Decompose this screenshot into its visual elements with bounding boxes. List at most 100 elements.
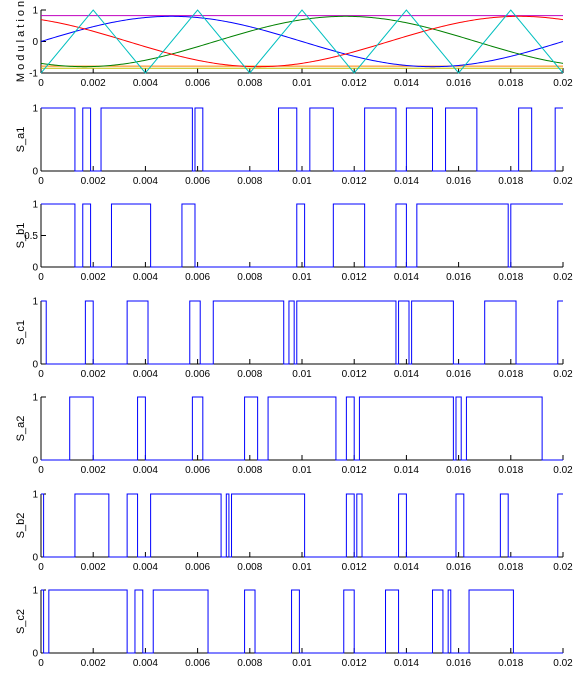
x-tick-label: 0.016	[446, 272, 471, 283]
subplot-5: 0 0.002 0.004 0.006 0.008 0.01 0.012 0.014 0.016…	[15, 393, 573, 477]
y-tick-label: 0	[32, 167, 38, 178]
x-tick-label: 0.006	[185, 562, 210, 573]
x-tick-label: 0	[38, 465, 44, 476]
y-axis-label: M o d u l a t i o n	[15, 1, 27, 82]
x-tick-label: 0.02	[553, 176, 573, 187]
y-tick-label: 0	[32, 553, 38, 564]
x-tick-label: 0.016	[446, 369, 471, 380]
subplot-3: 0 0.002 0.004 0.006 0.008 0.01 0.012 0.014 0.016…	[15, 200, 573, 284]
x-tick-label: 0	[38, 369, 44, 380]
subplot-2: 0 0.002 0.004 0.006 0.008 0.01 0.012 0.014 0.016…	[15, 104, 573, 188]
x-tick-label: 0.016	[446, 176, 471, 187]
x-tick-label: 0.012	[342, 369, 367, 380]
x-tick-label: 0	[38, 272, 44, 283]
subplot-6: 0 0.002 0.004 0.006 0.008 0.01 0.012 0.014 0.016…	[15, 490, 573, 574]
x-tick-label: 0.008	[237, 272, 262, 283]
x-tick-label: 0.018	[498, 562, 523, 573]
x-tick-label: 0.018	[498, 369, 523, 380]
x-tick-label: 0.012	[342, 658, 367, 669]
y-tick-label: 0	[32, 360, 38, 371]
x-tick-label: 0.01	[292, 465, 312, 476]
x-tick-label: 0.008	[237, 465, 262, 476]
switching-signal-line	[41, 107, 563, 172]
switching-signal-line	[41, 203, 563, 268]
x-tick-label: 0	[38, 562, 44, 573]
x-tick-label: 0.004	[133, 78, 158, 89]
x-tick-label: 0.004	[133, 658, 158, 669]
x-tick-label: 0.008	[237, 562, 262, 573]
switching-signal-line	[41, 589, 563, 654]
y-tick-label: 0	[32, 37, 38, 48]
x-tick-label: 0.014	[394, 78, 419, 89]
x-tick-label: 0.012	[342, 272, 367, 283]
x-tick-label: 0.018	[498, 78, 523, 89]
x-tick-label: 0.004	[133, 562, 158, 573]
x-tick-label: 0.002	[81, 176, 106, 187]
x-tick-label: 0.02	[553, 272, 573, 283]
x-tick-label: 0.018	[498, 272, 523, 283]
x-tick-label: 0.014	[394, 272, 419, 283]
x-tick-label: 0.016	[446, 78, 471, 89]
y-tick-label: 0.5	[24, 231, 38, 242]
x-tick-label: 0	[38, 658, 44, 669]
x-tick-label: 0.012	[342, 78, 367, 89]
x-tick-label: 0.01	[292, 78, 312, 89]
x-tick-label: 0.014	[394, 562, 419, 573]
x-tick-label: 0.002	[81, 272, 106, 283]
x-tick-label: 0.014	[394, 465, 419, 476]
x-tick-label: 0.02	[553, 658, 573, 669]
x-tick-label: 0.018	[498, 176, 523, 187]
y-tick-label: 1	[32, 586, 38, 597]
x-tick-label: 0.002	[81, 369, 106, 380]
x-tick-label: 0.004	[133, 369, 158, 380]
subplot-7: 0 0.002 0.004 0.006 0.008 0.01 0.012 0.014 0.016…	[15, 586, 573, 670]
x-tick-label: 0.01	[292, 369, 312, 380]
y-tick-label: 1	[32, 297, 38, 308]
x-tick-label: 0	[38, 176, 44, 187]
switching-signal-line	[41, 493, 563, 558]
x-tick-label: 0.004	[133, 465, 158, 476]
x-tick-label: 0.008	[237, 369, 262, 380]
x-tick-label: 0.012	[342, 562, 367, 573]
x-tick-label: 0.008	[237, 176, 262, 187]
x-tick-label: 0.014	[394, 176, 419, 187]
x-tick-label: 0.006	[185, 658, 210, 669]
y-tick-label: 1	[32, 490, 38, 501]
switching-signal-line	[41, 300, 563, 365]
x-tick-label: 0.002	[81, 562, 106, 573]
x-tick-label: 0.018	[498, 465, 523, 476]
y-axis-label: S_a2	[15, 416, 27, 442]
x-tick-label: 0.006	[185, 369, 210, 380]
carrier-triangle	[41, 9, 563, 74]
y-tick-label: 0	[32, 263, 38, 274]
x-tick-label: 0.002	[81, 78, 106, 89]
subplot-4: 0 0.002 0.004 0.006 0.008 0.01 0.012 0.014 0.016…	[15, 297, 573, 381]
x-tick-label: 0.01	[292, 176, 312, 187]
x-tick-label: 0.006	[185, 465, 210, 476]
y-tick-label: 1	[32, 6, 38, 17]
y-tick-label: 0	[32, 649, 38, 660]
modulation-series-3	[40, 15, 564, 68]
x-tick-label: 0.01	[292, 272, 312, 283]
y-tick-label: 1	[32, 200, 38, 211]
x-tick-label: 0.016	[446, 465, 471, 476]
y-axis-label: S_b2	[15, 513, 27, 539]
x-tick-label: 0.006	[185, 272, 210, 283]
x-tick-label: 0.016	[446, 658, 471, 669]
y-tick-label: -1	[29, 69, 38, 80]
y-axis-label: S_c1	[15, 320, 27, 345]
x-tick-label: 0.02	[553, 562, 573, 573]
x-tick-label: 0.004	[133, 272, 158, 283]
x-tick-label: 0.006	[185, 78, 210, 89]
y-axis-label: S_c2	[15, 609, 27, 634]
x-tick-label: 0.01	[292, 658, 312, 669]
subplot-1: 0 0.002 0.004 0.006 0.008 0.01 0.012 0.014 0.016…	[15, 1, 573, 89]
x-tick-label: 0.006	[185, 176, 210, 187]
x-tick-label: 0.014	[394, 369, 419, 380]
x-tick-label: 0.02	[553, 78, 573, 89]
modulation-series-2	[40, 15, 564, 68]
x-tick-label: 0.012	[342, 465, 367, 476]
x-tick-label: 0.01	[292, 562, 312, 573]
y-tick-label: 1	[32, 104, 38, 115]
x-tick-label: 0.008	[237, 78, 262, 89]
